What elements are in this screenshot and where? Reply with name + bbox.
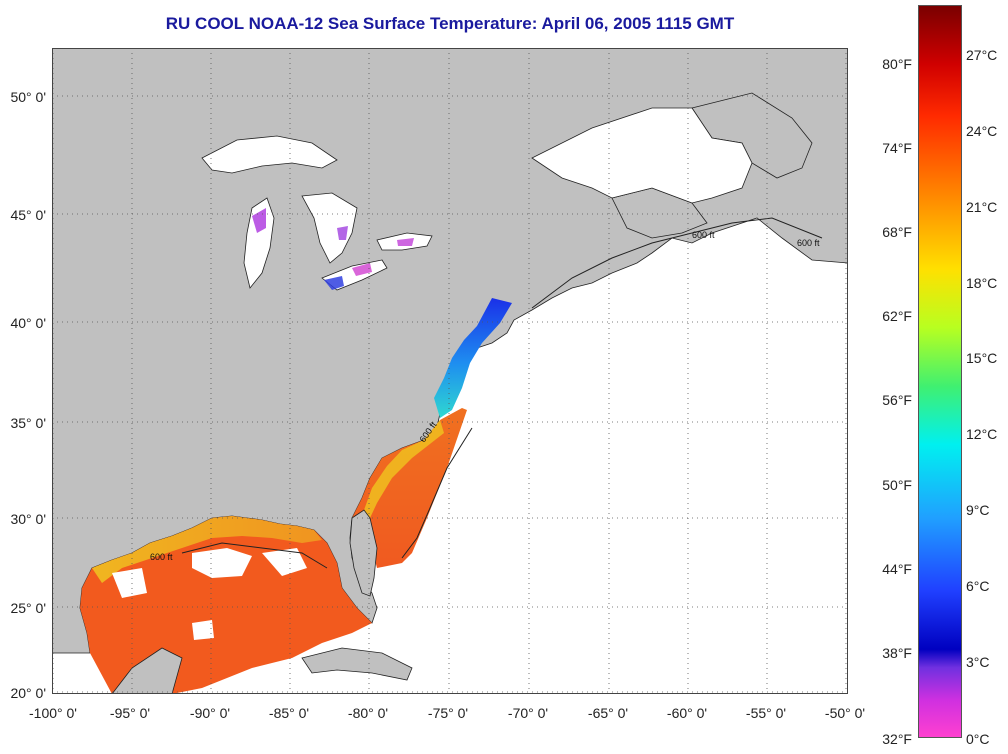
colorbar-c-3: 3°C (966, 654, 990, 670)
lake-erie-sst-2 (352, 263, 372, 276)
lon-label-90: -90° 0' (189, 705, 231, 721)
map-title: RU COOL NOAA-12 Sea Surface Temperature:… (165, 14, 735, 33)
colorbar-f-56: 56°F (882, 392, 912, 408)
southeast-swath-sst (352, 408, 467, 568)
lon-label-50: -50° 0' (824, 705, 866, 721)
colorbar-c-6: 6°C (966, 578, 990, 594)
lake-huron-sst (337, 226, 348, 240)
lat-label-50: 50° 0' (10, 89, 46, 105)
isobath-label-east: 600 ft (797, 238, 820, 248)
lat-label-35: 35° 0' (10, 415, 46, 431)
lon-label-85: -85° 0' (268, 705, 310, 721)
cloud-patch-2 (112, 568, 147, 598)
lat-label-20: 20° 0' (10, 685, 46, 701)
lon-label-100: -100° 0' (29, 705, 77, 721)
colorbar-f-80: 80°F (882, 56, 912, 72)
colorbar-f-32: 32°F (882, 731, 912, 747)
lon-label-60: -60° 0' (666, 705, 708, 721)
lat-label-45: 45° 0' (10, 207, 46, 223)
isobath-label-ne: 600 ft (692, 230, 715, 240)
colorbar-c-0: 0°C (966, 731, 990, 747)
colorbar-c-12: 12°C (966, 426, 998, 442)
southeast-shelf-sst (364, 420, 444, 518)
lat-label-25: 25° 0' (10, 600, 46, 616)
st-lawrence-water (531, 107, 753, 204)
lake-erie-sst (324, 276, 344, 290)
colorbar-c-18: 18°C (966, 275, 998, 291)
cloud-patch-3 (262, 548, 307, 576)
lake-michigan (243, 197, 275, 289)
lon-label-95: -95° 0' (109, 705, 151, 721)
colorbar-f-44: 44°F (882, 561, 912, 577)
colorbar-c-15: 15°C (966, 350, 998, 366)
lon-label-55: -55° 0' (745, 705, 787, 721)
map-frame (52, 48, 848, 694)
lake-ontario-sst (397, 238, 414, 246)
lat-label-40: 40° 0' (10, 315, 46, 331)
lake-superior (201, 135, 338, 174)
yucatan-land (111, 647, 183, 694)
lat-label-30: 30° 0' (10, 511, 46, 527)
cuba-land (301, 647, 413, 681)
colorbar-f-50: 50°F (882, 477, 912, 493)
gulf-shelf-sst (92, 516, 322, 583)
isobath-label-gulf: 600 ft (150, 552, 173, 562)
cloud-patch (192, 548, 252, 578)
colorbar-c-24: 24°C (966, 123, 998, 139)
lake-huron (301, 192, 358, 264)
colorbar-f-62: 62°F (882, 308, 912, 324)
color-scale-bar (918, 5, 962, 738)
colorbar-c-21: 21°C (966, 199, 998, 215)
colorbar-f-38: 38°F (882, 645, 912, 661)
colorbar-c-27: 27°C (966, 47, 998, 63)
isobath-contour (181, 217, 823, 569)
sst-map: 600 ft 600 ft 600 ft 600 ft (52, 48, 848, 694)
colorbar-f-68: 68°F (882, 224, 912, 240)
lon-label-80: -80° 0' (347, 705, 389, 721)
colorbar-c-9: 9°C (966, 502, 990, 518)
lon-label-70: -70° 0' (507, 705, 549, 721)
florida-land (349, 509, 378, 597)
cloud-patch-4 (192, 620, 214, 640)
lon-label-75: -75° 0' (427, 705, 469, 721)
lon-label-65: -65° 0' (587, 705, 629, 721)
mid-atlantic-shelf-sst (434, 298, 512, 418)
colorbar-f-74: 74°F (882, 140, 912, 156)
